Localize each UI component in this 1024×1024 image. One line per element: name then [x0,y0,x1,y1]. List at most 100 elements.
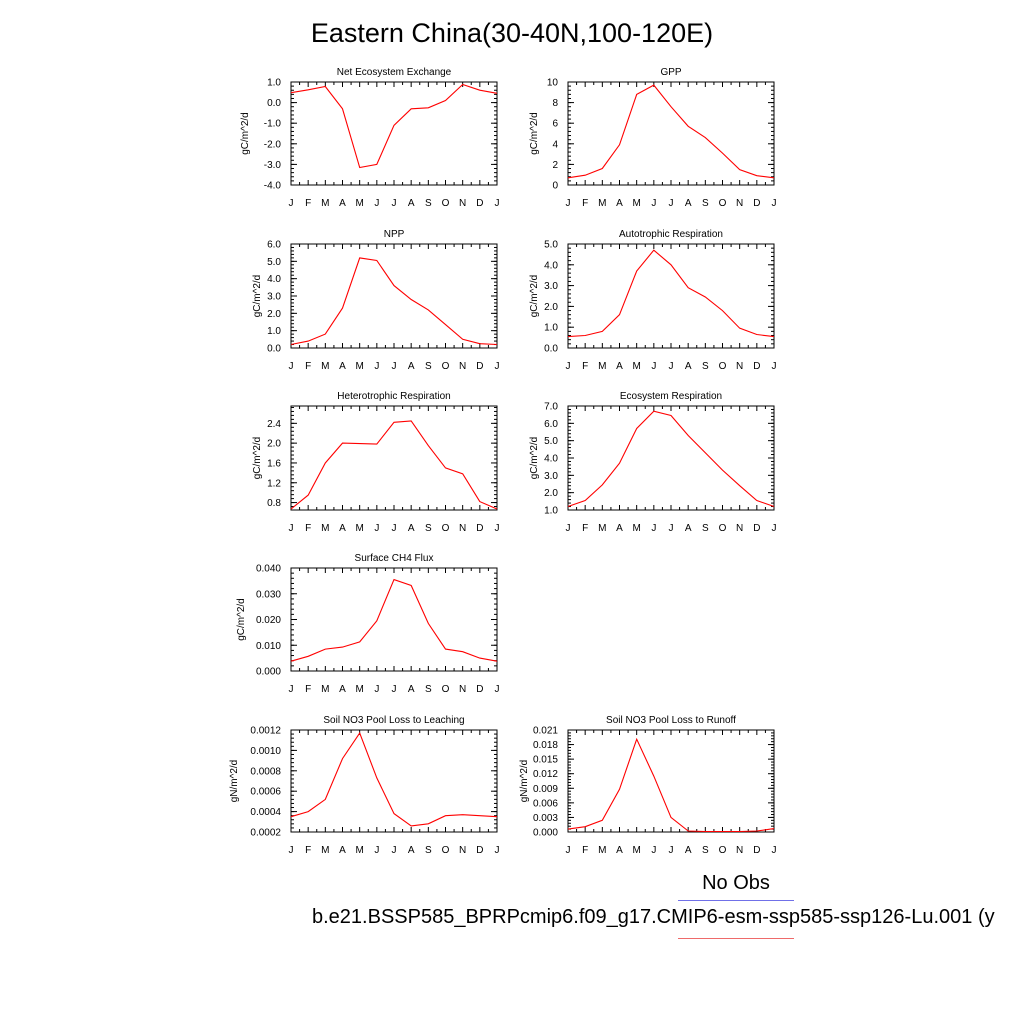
x-tick-label: M [632,523,640,534]
x-tick-label: M [632,845,640,856]
plot-frame [290,729,498,833]
y-tick-label: 2.0 [544,302,558,313]
x-tick-label: F [582,198,588,209]
plot-frame [290,243,498,349]
x-tick-label: N [459,845,466,856]
chart-panel: J F M A M J J A S O N D J0.01.02.03.04.05.0Autotroph… [529,229,777,372]
x-tick-label: A [685,523,692,534]
y-tick-label: 1.2 [267,478,281,489]
x-tick-label: O [719,523,727,534]
x-tick-label: J [772,198,777,209]
y-tick-label: 0.0010 [250,746,281,757]
x-tick-label: J [651,198,656,209]
y-tick-label: 0 [552,181,558,192]
x-tick-label: J [392,198,397,209]
y-tick-label: 0.003 [533,813,558,824]
x-tick-label: S [425,684,432,695]
series-line [290,578,498,662]
x-tick-label: S [702,198,709,209]
x-tick-label: A [408,684,415,695]
chart-title: NPP [384,229,405,240]
series-line [567,84,775,179]
y-tick-label: -1.0 [264,119,282,130]
x-tick-label: J [772,361,777,372]
y-tick-label: 0.030 [256,589,281,600]
x-tick-label: J [651,845,656,856]
y-tick-label: 5.0 [544,436,558,447]
x-tick-label: N [736,845,743,856]
x-tick-label: M [355,523,363,534]
x-tick-label: J [651,361,656,372]
x-tick-label: J [495,684,500,695]
x-tick-label: O [442,361,450,372]
x-tick-label: A [616,198,623,209]
x-tick-label: M [321,523,329,534]
y-tick-label: 2.4 [267,419,281,430]
x-tick-label: J [566,845,571,856]
y-tick-label: 3.0 [267,292,281,303]
x-tick-label: D [753,845,760,856]
plot-frame [290,567,498,672]
x-tick-label: O [719,198,727,209]
x-tick-label: F [305,361,311,372]
x-tick-label: D [476,845,483,856]
y-tick-label: 0.009 [533,784,558,795]
series-line [567,737,775,833]
y-tick-label: 2.0 [267,439,281,450]
y-tick-label: 0.015 [533,755,558,766]
x-tick-label: J [772,523,777,534]
x-tick-label: J [392,684,397,695]
x-tick-label: J [566,361,571,372]
y-axis-label: gC/m^2/d [529,112,540,155]
x-tick-label: J [392,845,397,856]
y-tick-label: 2.0 [544,488,558,499]
chart-title: Soil NO3 Pool Loss to Leaching [323,715,464,726]
x-tick-label: F [305,198,311,209]
x-tick-label: M [355,361,363,372]
legend-label-model-case: b.e21.BSSP585_BPRPcmip6.f09_g17.CMIP6-es… [312,906,995,928]
x-tick-label: A [685,845,692,856]
x-tick-label: S [425,845,432,856]
y-tick-label: 1.0 [544,506,558,517]
x-tick-label: J [772,845,777,856]
y-tick-label: 6.0 [544,419,558,430]
y-tick-label: 0.006 [533,798,558,809]
series-line [290,731,498,827]
x-tick-label: A [408,523,415,534]
y-tick-label: 1.0 [544,323,558,334]
x-tick-label: M [321,361,329,372]
y-tick-label: 4 [552,139,558,150]
x-tick-label: S [425,523,432,534]
x-tick-label: J [289,198,294,209]
y-tick-label: -2.0 [264,139,282,150]
x-tick-label: A [616,845,623,856]
y-tick-label: 1.6 [267,458,281,469]
chart-panel: J F M A M J J A S O N D J0.01.02.03.04.05.06.0NPPgC/… [252,229,500,372]
y-tick-label: 0.0002 [250,828,281,839]
y-tick-label: 0.0 [544,344,558,355]
x-tick-label: J [374,198,379,209]
x-tick-label: J [495,523,500,534]
x-tick-label: S [702,845,709,856]
x-tick-label: J [289,845,294,856]
y-tick-label: 1.0 [267,78,281,89]
x-tick-label: M [355,845,363,856]
x-tick-label: F [305,845,311,856]
plot-frame [290,81,498,186]
x-tick-label: O [442,845,450,856]
x-tick-label: D [476,684,483,695]
y-tick-label: 0.000 [256,667,281,678]
chart-panel: J F M A M J J A S O N D J0.81.21.62.02.4Heterotrophi… [252,391,500,534]
legend-label-no-obs: No Obs [702,872,770,894]
x-tick-label: M [355,198,363,209]
x-tick-label: A [685,361,692,372]
y-tick-label: 7.0 [544,402,558,413]
x-tick-label: J [566,198,571,209]
y-tick-label: 6.0 [267,240,281,251]
x-tick-label: D [753,523,760,534]
chart-title: Heterotrophic Respiration [337,391,450,402]
x-tick-label: J [669,361,674,372]
x-tick-label: N [459,684,466,695]
x-tick-label: M [598,361,606,372]
